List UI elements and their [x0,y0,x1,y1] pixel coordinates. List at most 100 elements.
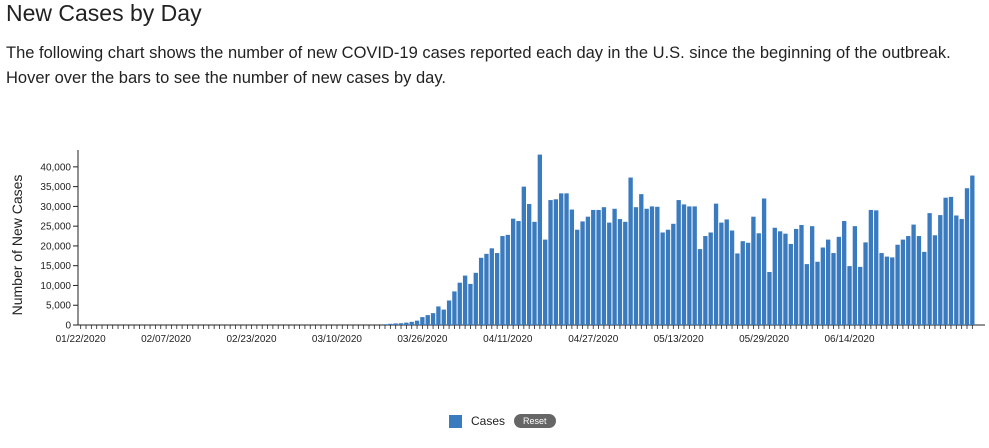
bar[interactable] [484,253,489,325]
bar[interactable] [831,253,836,325]
bar[interactable] [612,208,617,325]
bar[interactable] [761,198,767,325]
bar[interactable] [879,253,884,325]
bar[interactable] [681,204,687,325]
bar[interactable] [639,194,644,325]
bar[interactable] [751,216,756,325]
bar[interactable] [671,223,676,325]
bar[interactable] [676,200,681,325]
bar[interactable] [895,244,900,325]
bar[interactable] [564,193,569,325]
bar[interactable] [708,232,713,325]
bar[interactable] [970,175,975,325]
bar[interactable] [398,323,404,325]
bar[interactable] [537,154,543,325]
bar[interactable] [868,209,874,325]
bar[interactable] [783,233,788,325]
legend-label[interactable]: Cases [471,414,506,428]
bar[interactable] [430,313,436,325]
bar[interactable] [793,228,799,325]
bar[interactable] [585,216,591,325]
bar[interactable] [906,236,911,325]
reset-button[interactable]: Reset [514,414,556,428]
bar[interactable] [591,209,596,325]
bar[interactable] [575,229,580,325]
bar[interactable] [735,253,740,325]
bar[interactable] [532,221,537,325]
bar[interactable] [500,236,505,325]
bar[interactable] [510,218,516,325]
bar[interactable] [820,247,825,325]
bar[interactable] [436,306,441,325]
bar[interactable] [543,239,548,325]
bar[interactable] [414,320,420,325]
bar[interactable] [948,196,954,325]
bar[interactable] [644,208,649,325]
bar[interactable] [740,241,745,325]
bar[interactable] [521,186,526,325]
bar[interactable] [938,215,943,325]
bar[interactable] [425,315,430,325]
bar[interactable] [863,242,868,325]
bar[interactable] [628,177,633,325]
bar[interactable] [842,221,847,325]
bar[interactable] [617,219,623,325]
bar[interactable] [649,206,655,325]
bar[interactable] [890,257,895,325]
bar[interactable] [462,275,468,325]
bar[interactable] [858,266,863,325]
bar[interactable] [655,206,660,325]
bar[interactable] [382,324,388,325]
bar[interactable] [927,213,932,325]
bar[interactable] [478,257,484,325]
bar[interactable] [596,209,601,325]
bar[interactable] [809,226,815,325]
bar[interactable] [703,236,708,325]
bar[interactable] [713,203,719,325]
bar[interactable] [489,248,494,325]
bar[interactable] [911,224,916,325]
bar[interactable] [959,219,964,325]
bar[interactable] [623,221,628,325]
bar[interactable] [745,242,751,325]
bar[interactable] [553,199,559,325]
bar[interactable] [446,300,452,325]
bar[interactable] [852,226,858,325]
bar[interactable] [916,236,922,325]
bar[interactable] [559,193,564,325]
bar[interactable] [943,197,948,325]
bar[interactable] [815,261,820,325]
bar[interactable] [777,231,783,325]
bar[interactable] [697,249,703,325]
bar[interactable] [874,210,879,325]
bar[interactable] [799,224,804,325]
bar[interactable] [767,272,772,325]
bar[interactable] [409,321,414,325]
bar[interactable] [724,219,729,325]
bar[interactable] [441,309,446,325]
bar[interactable] [452,291,457,325]
bar[interactable] [494,253,500,325]
bar[interactable] [719,222,724,325]
bar[interactable] [922,251,927,325]
bar[interactable] [420,317,425,325]
bar[interactable] [660,232,665,325]
bar[interactable] [964,188,970,325]
bar[interactable] [847,266,852,325]
bar[interactable] [388,323,393,325]
bar[interactable] [516,221,521,325]
bar[interactable] [788,243,793,325]
bar[interactable] [580,221,585,325]
bar[interactable] [393,323,398,325]
bar[interactable] [468,283,473,325]
bar[interactable] [633,207,639,325]
bar[interactable] [729,230,735,325]
bar[interactable] [756,233,761,325]
bar[interactable] [826,239,831,325]
bar[interactable] [804,264,809,325]
bar[interactable] [932,235,938,325]
bar[interactable] [900,239,906,325]
bar[interactable] [884,256,890,325]
bar[interactable] [505,234,510,325]
bar[interactable] [527,204,532,325]
